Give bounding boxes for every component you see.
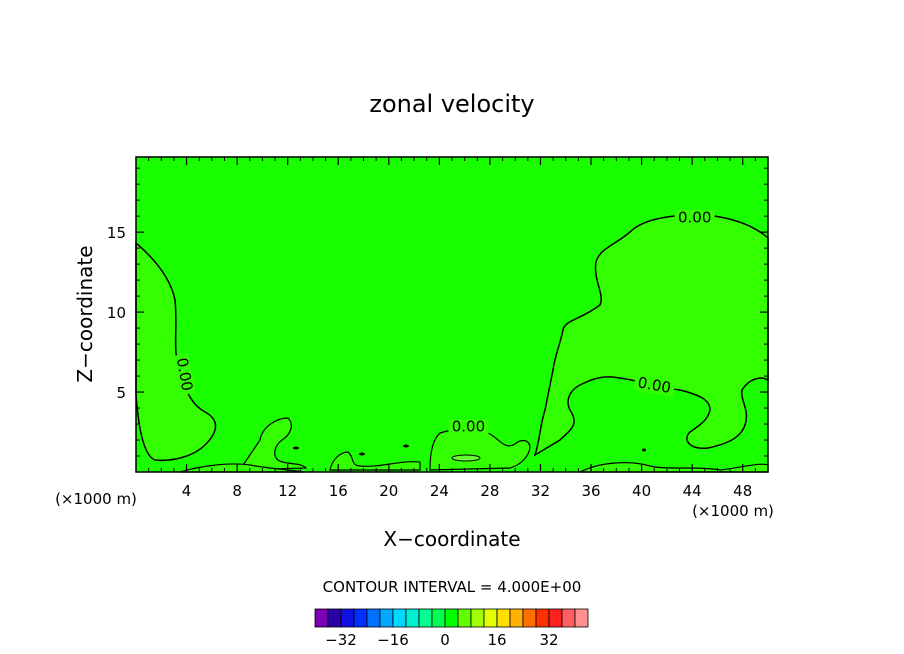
colorbar-swatch bbox=[405, 608, 420, 628]
colorbar-swatch bbox=[392, 608, 407, 628]
colorbar-swatch bbox=[548, 608, 563, 628]
contour-label-bg bbox=[633, 374, 676, 398]
contour-interval-text: CONTOUR INTERVAL = 4.000E+00 bbox=[323, 578, 582, 596]
x-tick-label: 40 bbox=[632, 482, 651, 500]
contour-speck bbox=[359, 452, 365, 456]
colorbar-swatch bbox=[483, 608, 498, 628]
colorbar-swatch bbox=[340, 608, 355, 628]
contour-speck bbox=[403, 444, 409, 448]
colorbar-tick-label: −16 bbox=[377, 631, 409, 649]
x-tick-label: 16 bbox=[329, 482, 348, 500]
colorbar-swatch bbox=[366, 608, 381, 628]
contour-label: 0.00 bbox=[452, 418, 485, 436]
colorbar-swatch bbox=[457, 608, 472, 628]
positive-region-right bbox=[533, 214, 769, 457]
contour-speck bbox=[293, 446, 299, 450]
colorbar-swatch bbox=[561, 608, 576, 628]
x-tick-label: 20 bbox=[379, 482, 398, 500]
colorbar-swatch bbox=[353, 608, 368, 628]
contour-speck bbox=[451, 454, 481, 462]
x-tick-label: 12 bbox=[278, 482, 297, 500]
colorbar-swatch bbox=[314, 608, 329, 628]
contour-label-bg bbox=[448, 419, 489, 436]
colorbar-swatch bbox=[470, 608, 485, 628]
colorbar-swatch bbox=[496, 608, 511, 628]
colorbar-swatch bbox=[522, 608, 537, 628]
colorbar: −32 −16 0 16 32 bbox=[314, 608, 589, 649]
colorbar-swatch bbox=[327, 608, 342, 628]
bottom-band-right bbox=[579, 462, 769, 473]
contour-label-bg bbox=[674, 209, 715, 226]
y-tick-label: 15 bbox=[107, 224, 126, 242]
x-unit-right: (×1000 m) bbox=[692, 502, 774, 520]
positive-region-left bbox=[135, 241, 217, 462]
colorbar-swatch bbox=[444, 608, 459, 628]
x-tick-label: 48 bbox=[733, 482, 752, 500]
bottom-band bbox=[179, 463, 306, 473]
y-tick-label: 10 bbox=[107, 304, 126, 322]
contour-label: 0.00 bbox=[173, 356, 197, 392]
y-axis-label: Z−coordinate bbox=[73, 245, 97, 382]
colorbar-swatch bbox=[431, 608, 446, 628]
contour-label: 0.00 bbox=[678, 208, 711, 226]
y-tick-label: 5 bbox=[116, 384, 126, 402]
x-tick-label: 24 bbox=[430, 482, 449, 500]
x-tick-label: 44 bbox=[683, 482, 702, 500]
x-tick-label: 4 bbox=[182, 482, 192, 500]
colorbar-swatch bbox=[509, 608, 524, 628]
contour-label-bg bbox=[172, 353, 196, 396]
chart-title: zonal velocity bbox=[369, 90, 534, 118]
x-tick-label: 32 bbox=[531, 482, 550, 500]
colorbar-tick-label: 0 bbox=[440, 631, 450, 649]
x-tick-label: 28 bbox=[480, 482, 499, 500]
colorbar-tick-label: 16 bbox=[487, 631, 506, 649]
colorbar-tick-label: −32 bbox=[325, 631, 357, 649]
positive-region-bottom-mid bbox=[329, 451, 421, 471]
x-tick-label: 36 bbox=[581, 482, 600, 500]
colorbar-swatch bbox=[535, 608, 550, 628]
colorbar-swatch bbox=[379, 608, 394, 628]
contour-label: 0.00 bbox=[636, 373, 672, 397]
x-tick-label: 8 bbox=[232, 482, 242, 500]
contour-labels: 0.00 0.00 0.00 0.00 bbox=[172, 208, 715, 436]
x-unit-left: (×1000 m) bbox=[55, 490, 137, 508]
colorbar-swatch bbox=[418, 608, 433, 628]
colorbar-swatch bbox=[574, 608, 589, 628]
contour-speck bbox=[642, 448, 646, 452]
colorbar-tick-label: 32 bbox=[539, 631, 558, 649]
x-axis-label: X−coordinate bbox=[383, 527, 520, 551]
